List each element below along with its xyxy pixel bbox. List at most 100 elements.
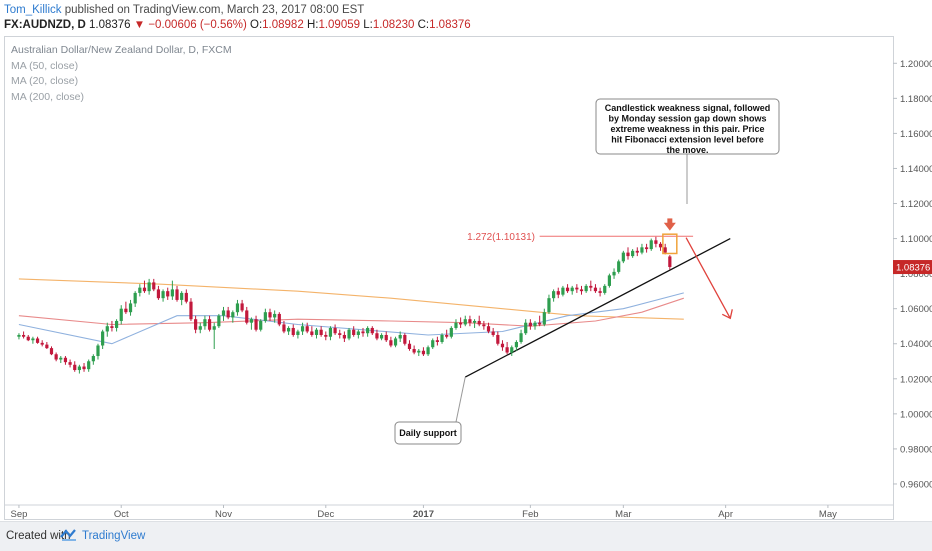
y-tick-label: 1.12000 — [900, 199, 932, 210]
candle-body — [68, 362, 72, 365]
low-label: L: — [363, 19, 373, 31]
candle-body — [54, 354, 58, 360]
candle-body — [101, 331, 105, 346]
candle-body — [63, 357, 68, 363]
candle-body — [305, 326, 309, 332]
candle-body — [640, 247, 644, 253]
support-label-text: Daily support — [399, 428, 457, 438]
candle-body — [445, 334, 449, 337]
x-tick-label: Sep — [10, 509, 27, 520]
candle-body — [393, 338, 398, 346]
candle-body — [658, 243, 663, 248]
candle-body — [282, 324, 286, 332]
candle-body — [273, 313, 277, 318]
candle-body — [314, 329, 319, 335]
legend-ma200[interactable]: MA (200, close) — [11, 90, 84, 103]
published-text: published on TradingView.com, March 23, … — [64, 4, 365, 16]
publish-header: Tom_Killick published on TradingView.com… — [4, 4, 364, 16]
candle-body — [203, 319, 207, 327]
candle-body — [389, 340, 393, 346]
last-price: 1.08376 — [88, 19, 131, 31]
fib-level-label: 1.272(1.10131) — [467, 232, 535, 243]
candle-body — [198, 326, 202, 330]
created-with-text: Created with — [6, 530, 71, 542]
candle-body — [287, 327, 291, 332]
candle-body — [556, 291, 560, 295]
candle-body — [161, 291, 165, 299]
y-tick-label: 0.98000 — [900, 444, 932, 455]
last-price-badge — [893, 260, 932, 275]
y-tick-label: 1.20000 — [900, 59, 932, 70]
candle-body — [170, 289, 174, 297]
candle-body — [245, 310, 249, 323]
signal-arrow-head — [663, 222, 676, 231]
author-link[interactable]: Tom_Killick — [4, 4, 62, 16]
symbol-name: FX:AUDNZD, D — [4, 19, 86, 31]
candle-body — [375, 333, 379, 339]
candle-body — [463, 319, 467, 325]
candle-body — [226, 310, 230, 318]
candle-body — [384, 334, 388, 341]
projection-arrow-head — [721, 309, 733, 320]
symbol-bar: FX:AUDNZD, D 1.08376 ▼ −0.00606 (−0.56%)… — [4, 19, 471, 31]
candle-body — [431, 340, 435, 348]
candle-body — [366, 327, 370, 334]
candle-body — [496, 334, 500, 344]
candle-body — [644, 247, 649, 250]
price-chart[interactable]: 0.96000 0.98000 1.00000 1.02000 1.04000 1.060… — [0, 0, 932, 521]
ma20-line — [18, 297, 684, 327]
candle-body — [477, 320, 481, 325]
support-pointer — [455, 376, 466, 423]
candle-body — [217, 315, 221, 327]
candle-body — [579, 289, 584, 292]
candle-body — [263, 312, 267, 321]
candle-body — [468, 319, 472, 323]
candle-body — [82, 366, 86, 370]
signal-arrow-stem — [667, 218, 673, 224]
candle-body — [194, 319, 198, 330]
candle-body — [370, 327, 374, 334]
candle-body — [319, 329, 323, 335]
tradingview-brand-link[interactable]: TradingView — [82, 530, 146, 542]
candle-body — [347, 329, 351, 339]
candle-body — [514, 341, 519, 348]
candle-body — [249, 319, 254, 323]
y-tick-label: 1.08000 — [900, 269, 932, 280]
candle-body — [617, 261, 621, 272]
candle-body — [533, 322, 537, 327]
x-tick-label: Apr — [718, 509, 733, 520]
candle-body — [333, 327, 337, 334]
high-label: H: — [306, 19, 319, 31]
y-tick-label: 1.18000 — [900, 94, 932, 105]
candle-body — [612, 271, 616, 276]
candle-body — [435, 340, 439, 342]
candle-body — [449, 327, 453, 337]
candle-body — [398, 334, 402, 339]
candle-body — [231, 312, 235, 318]
candle-body — [654, 240, 658, 244]
open-value: 1.08982 — [262, 19, 304, 31]
candle-body — [547, 298, 551, 313]
candle-body — [207, 319, 212, 330]
candle-body — [482, 324, 486, 327]
tradingview-logo-icon[interactable] — [60, 528, 78, 542]
candle-body — [598, 291, 602, 293]
chart-frame — [4, 36, 894, 520]
candle-body — [296, 331, 300, 335]
candle-body — [663, 247, 667, 253]
candle-body — [570, 287, 574, 292]
candle-body — [105, 326, 109, 332]
candle-body — [519, 333, 523, 342]
candle-body — [291, 327, 295, 335]
legend-ma20[interactable]: MA (20, close) — [11, 75, 79, 87]
candle-body — [175, 289, 179, 300]
candle-body — [138, 287, 142, 293]
legend-ma50[interactable]: MA (50, close) — [11, 59, 79, 72]
candle-body — [426, 347, 430, 355]
candle-body — [40, 342, 44, 345]
candle-body — [152, 282, 156, 290]
ma200-line — [18, 278, 684, 320]
y-tick-label: 1.14000 — [900, 164, 932, 175]
candle-body — [166, 291, 170, 297]
candle-body — [221, 310, 226, 316]
